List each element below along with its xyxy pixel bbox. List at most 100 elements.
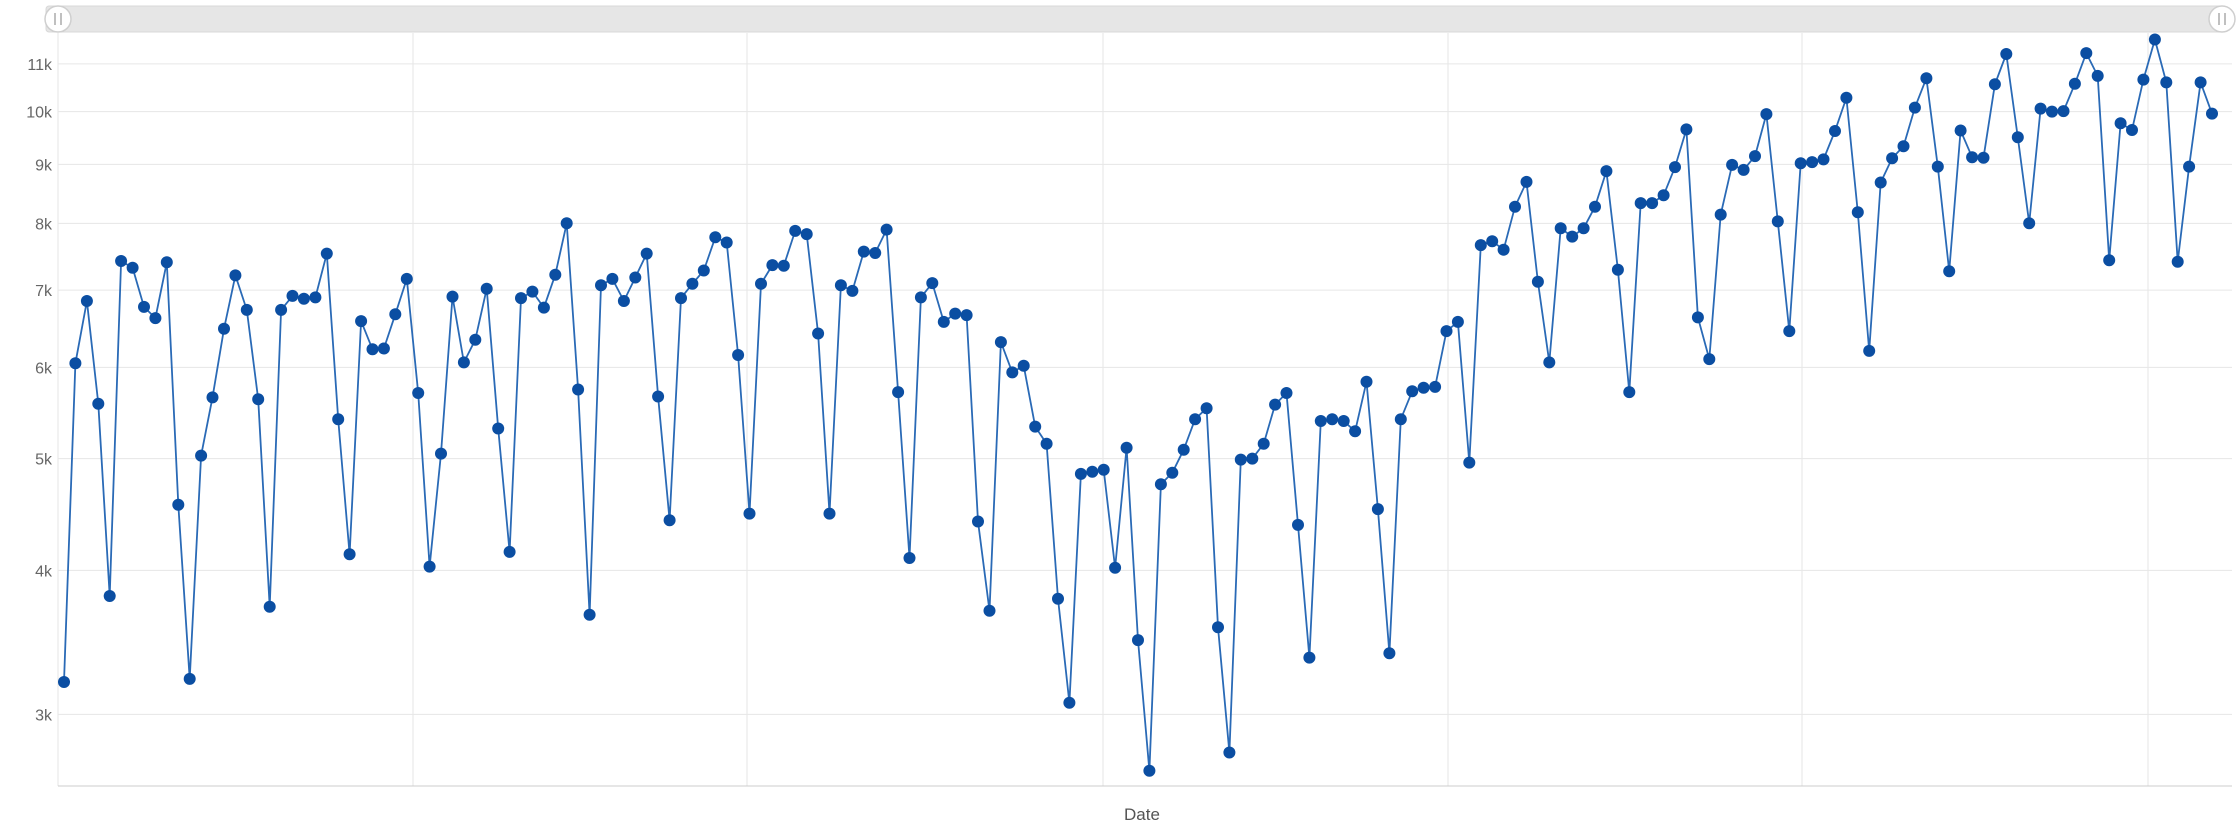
data-point[interactable] <box>857 245 870 258</box>
data-point[interactable] <box>846 284 859 297</box>
data-point[interactable] <box>1554 222 1567 235</box>
data-point[interactable] <box>629 271 642 284</box>
data-point[interactable] <box>1669 161 1681 174</box>
data-point[interactable] <box>1920 72 1933 85</box>
data-point[interactable] <box>1589 200 1601 213</box>
data-point[interactable] <box>732 349 745 361</box>
data-point[interactable] <box>263 600 276 613</box>
data-point[interactable] <box>1292 518 1304 531</box>
data-point[interactable] <box>1109 561 1122 574</box>
data-point[interactable] <box>1634 197 1647 210</box>
range-handle-right[interactable] <box>2208 5 2236 33</box>
data-point[interactable] <box>572 383 585 396</box>
data-point[interactable] <box>709 231 722 244</box>
data-point[interactable] <box>1177 443 1190 456</box>
data-point[interactable] <box>1486 235 1499 248</box>
data-point[interactable] <box>1680 123 1693 136</box>
data-point[interactable] <box>1269 398 1282 411</box>
data-point[interactable] <box>1726 158 1739 171</box>
data-point[interactable] <box>240 303 253 316</box>
data-point[interactable] <box>2080 47 2093 60</box>
data-point[interactable] <box>1406 385 1419 398</box>
data-point[interactable] <box>435 447 447 460</box>
data-point[interactable] <box>172 498 185 511</box>
data-point[interactable] <box>1040 437 1053 450</box>
data-point[interactable] <box>1440 325 1453 338</box>
data-point[interactable] <box>560 217 573 230</box>
data-point[interactable] <box>412 387 425 399</box>
data-point[interactable] <box>1337 415 1350 427</box>
data-point[interactable] <box>366 343 379 356</box>
data-point[interactable] <box>343 548 356 561</box>
data-point[interactable] <box>149 312 162 325</box>
data-point[interactable] <box>595 279 607 292</box>
data-point[interactable] <box>2126 124 2138 136</box>
data-point[interactable] <box>1303 651 1316 664</box>
data-point[interactable] <box>1166 466 1179 479</box>
range-navigator[interactable] <box>44 5 2236 33</box>
data-point[interactable] <box>972 515 984 528</box>
data-point[interactable] <box>320 247 333 260</box>
data-point[interactable] <box>1463 456 1476 469</box>
data-point[interactable] <box>903 552 916 564</box>
data-point[interactable] <box>743 507 756 520</box>
data-point[interactable] <box>2137 73 2150 86</box>
data-point[interactable] <box>834 279 847 292</box>
data-point[interactable] <box>58 676 70 688</box>
data-point[interactable] <box>1371 503 1384 516</box>
data-point[interactable] <box>960 309 973 322</box>
data-point[interactable] <box>1120 441 1133 454</box>
data-point[interactable] <box>1908 101 1921 114</box>
data-point[interactable] <box>252 393 265 406</box>
data-point[interactable] <box>1943 265 1956 278</box>
data-point[interactable] <box>103 590 116 602</box>
data-point[interactable] <box>2171 255 2184 268</box>
data-point[interactable] <box>800 228 813 241</box>
data-point[interactable] <box>1280 387 1293 399</box>
data-point[interactable] <box>1257 437 1270 450</box>
data-point[interactable] <box>309 291 322 304</box>
data-point[interactable] <box>1931 160 1944 173</box>
data-point[interactable] <box>286 289 299 302</box>
data-point[interactable] <box>1326 413 1339 426</box>
data-point[interactable] <box>994 336 1007 349</box>
data-point[interactable] <box>617 295 630 307</box>
data-point[interactable] <box>1966 151 1979 164</box>
data-point[interactable] <box>2034 102 2047 115</box>
data-point[interactable] <box>469 333 482 346</box>
data-point[interactable] <box>1863 344 1876 357</box>
range-handle-left[interactable] <box>44 5 72 33</box>
data-point[interactable] <box>1623 386 1636 399</box>
data-point[interactable] <box>640 247 653 260</box>
data-point[interactable] <box>1600 165 1613 178</box>
data-point[interactable] <box>2046 105 2058 118</box>
data-point[interactable] <box>400 272 413 285</box>
data-point[interactable] <box>914 291 927 304</box>
data-point[interactable] <box>1417 381 1430 394</box>
data-point[interactable] <box>1451 315 1464 328</box>
data-point[interactable] <box>183 672 196 685</box>
data-point[interactable] <box>1017 359 1030 372</box>
data-point[interactable] <box>1691 311 1704 324</box>
data-point[interactable] <box>869 247 882 259</box>
data-point[interactable] <box>1246 452 1259 465</box>
data-point[interactable] <box>492 422 505 435</box>
data-point[interactable] <box>1234 453 1247 466</box>
data-point[interactable] <box>766 259 779 272</box>
data-point[interactable] <box>1029 420 1042 433</box>
data-point[interactable] <box>1189 413 1202 426</box>
data-point[interactable] <box>377 342 390 355</box>
data-point[interactable] <box>549 268 562 281</box>
data-point[interactable] <box>789 224 802 237</box>
data-point[interactable] <box>812 327 825 340</box>
data-point[interactable] <box>1143 764 1156 777</box>
data-point[interactable] <box>503 545 516 558</box>
data-point[interactable] <box>2011 131 2024 144</box>
data-point[interactable] <box>480 282 493 295</box>
data-point[interactable] <box>686 277 699 290</box>
data-point[interactable] <box>949 307 962 320</box>
data-point[interactable] <box>1200 402 1213 415</box>
data-point[interactable] <box>926 277 939 290</box>
data-point[interactable] <box>229 269 242 282</box>
data-point[interactable] <box>1897 140 1910 153</box>
